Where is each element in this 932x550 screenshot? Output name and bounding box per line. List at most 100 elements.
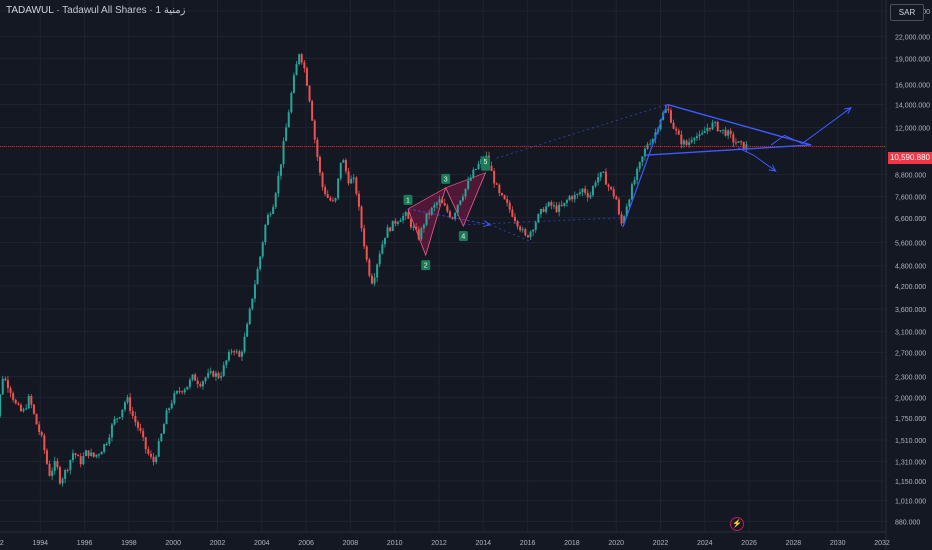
candle-body xyxy=(404,212,407,216)
symbol-label: TADAWUL xyxy=(6,5,54,16)
x-tick-label: 2004 xyxy=(254,540,270,547)
candle-body xyxy=(191,374,194,380)
candle-body xyxy=(617,199,620,215)
candle-body xyxy=(701,133,704,135)
candle-body xyxy=(454,212,457,220)
candle-body xyxy=(261,242,264,257)
candle-body xyxy=(646,144,649,149)
candle-body xyxy=(162,424,165,434)
wave-marker-label: 3 xyxy=(444,176,448,183)
candle-body xyxy=(238,351,241,357)
candle-body xyxy=(641,156,644,163)
candle-body xyxy=(43,435,46,451)
candle-body xyxy=(363,228,366,247)
candle-body xyxy=(721,129,724,131)
candle-body xyxy=(542,209,545,212)
pattern-path xyxy=(407,172,486,257)
candle-body xyxy=(87,450,90,457)
candle-body xyxy=(610,186,613,190)
projection-line xyxy=(407,208,491,226)
candle-body xyxy=(625,206,628,217)
candle-body xyxy=(669,110,672,123)
candle-body xyxy=(209,371,212,373)
candle-body xyxy=(672,122,675,129)
candle-body xyxy=(136,422,139,428)
candle-body xyxy=(173,393,176,404)
candle-body xyxy=(4,378,7,381)
candle-body xyxy=(534,222,537,230)
candle-body xyxy=(266,214,269,225)
candle-body xyxy=(724,129,727,136)
candle-body xyxy=(412,226,415,228)
candle-body xyxy=(259,256,262,270)
candle-body xyxy=(48,463,51,476)
x-tick-label: 2020 xyxy=(608,540,624,547)
candle-body xyxy=(318,156,321,173)
wave-marker xyxy=(421,260,431,271)
lightning-icon[interactable]: ⚡ xyxy=(730,517,744,531)
candle-body xyxy=(607,184,610,187)
up-scenario-arrow xyxy=(770,107,852,146)
candle-body xyxy=(225,360,228,366)
candle-body xyxy=(251,298,254,309)
candle-body xyxy=(443,203,446,206)
y-tick-label: 1,750.000 xyxy=(895,416,926,423)
candle-body xyxy=(188,379,191,387)
x-tick-label: 2022 xyxy=(653,540,669,547)
x-tick-label: 2008 xyxy=(343,540,359,547)
candle-body xyxy=(165,410,168,425)
candle-body xyxy=(248,308,251,325)
candle-body xyxy=(597,177,600,183)
candle-body xyxy=(82,456,85,465)
candle-body xyxy=(563,202,566,206)
y-tick-label: 1,010.000 xyxy=(895,499,926,506)
candle-body xyxy=(186,386,189,390)
currency-button[interactable]: SAR xyxy=(890,4,924,21)
candle-body xyxy=(19,404,22,412)
candle-body xyxy=(529,231,532,238)
candle-body xyxy=(474,168,477,170)
candle-body xyxy=(339,162,342,179)
interval-label: · 1 زمنية xyxy=(146,5,186,16)
candle-body xyxy=(586,192,589,198)
candle-body xyxy=(547,202,550,207)
breakout-line xyxy=(622,104,668,228)
candle-body xyxy=(61,478,64,484)
candle-body xyxy=(337,178,340,199)
candle-body xyxy=(552,205,555,207)
trend-drawings[interactable] xyxy=(0,103,886,242)
candle-body xyxy=(152,456,155,463)
time-axis[interactable]: 1992 1994 1996 1998 2000 2002 2004 2006 2008 2010… xyxy=(0,540,890,547)
candle-body xyxy=(311,101,314,121)
candle-body xyxy=(703,131,706,134)
candle-body xyxy=(290,92,293,113)
last-price-label: 10,590.880 xyxy=(888,152,932,164)
candle-body xyxy=(201,381,204,387)
channel-line xyxy=(463,217,623,226)
candle-body xyxy=(604,171,607,185)
candle-body xyxy=(560,204,563,206)
candle-body xyxy=(526,235,529,238)
candle-body xyxy=(685,140,688,145)
candle-body xyxy=(157,441,160,457)
candle-body xyxy=(175,391,178,394)
candle-body xyxy=(513,216,516,221)
candle-body xyxy=(344,160,347,172)
x-tick-label: 2012 xyxy=(431,540,447,547)
y-tick-label: 6,600.000 xyxy=(895,216,926,223)
price-axis[interactable]: 26,000.00022,000.00019,000.00016,000.000… xyxy=(895,9,930,526)
candle-body xyxy=(71,453,74,461)
candle-body xyxy=(506,199,509,203)
candle-body xyxy=(233,351,236,353)
candle-body xyxy=(17,403,20,405)
candle-body xyxy=(269,213,272,215)
wave-marker xyxy=(403,194,413,205)
candle-body xyxy=(9,388,12,394)
candle-body xyxy=(51,470,54,476)
candle-body xyxy=(207,372,210,378)
candle-body xyxy=(350,178,353,184)
candle-body xyxy=(459,200,462,205)
candle-body xyxy=(0,394,2,416)
y-tick-label: 1,510.000 xyxy=(895,438,926,445)
